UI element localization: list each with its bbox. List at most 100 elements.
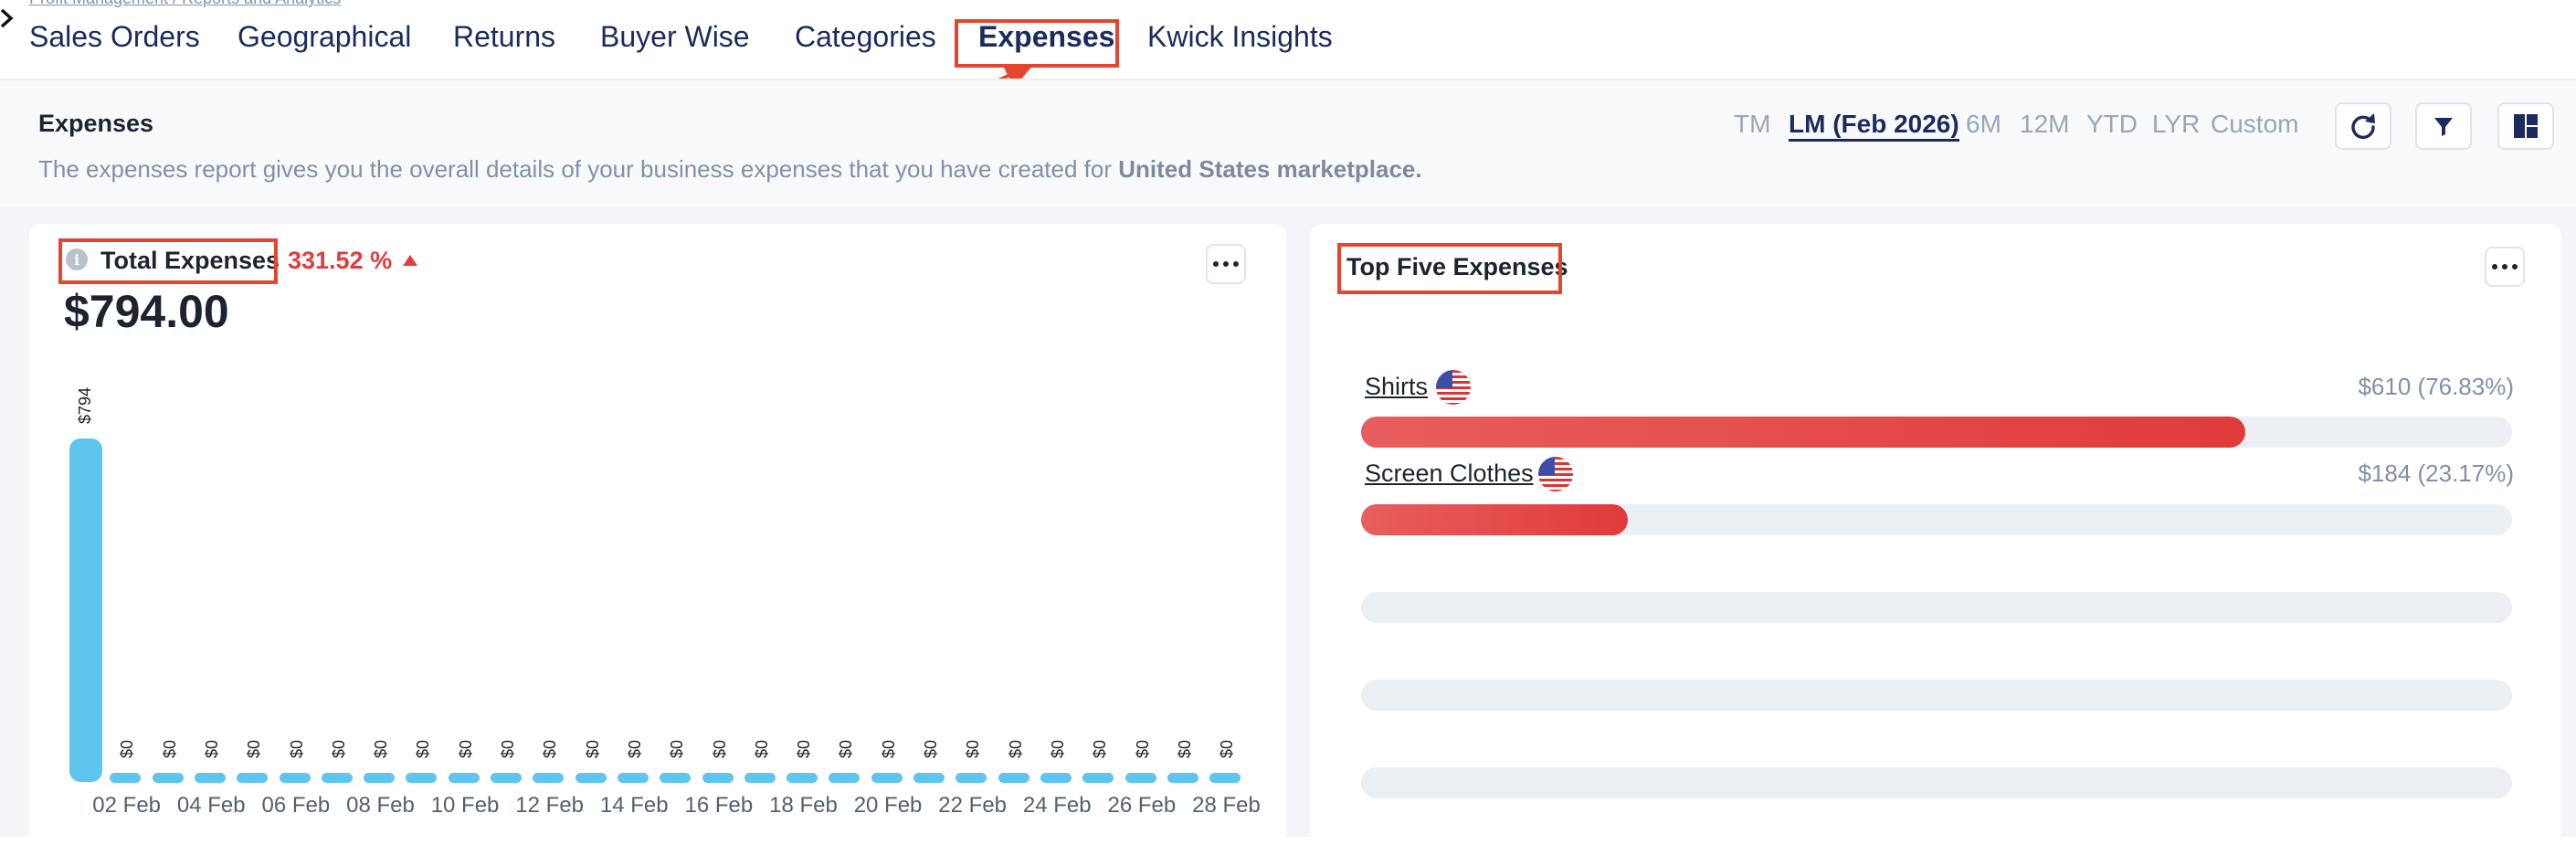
- breadcrumb[interactable]: Profit Management / Reports and Analytic…: [29, 0, 341, 8]
- chart-bar[interactable]: [871, 773, 903, 783]
- chart-bar[interactable]: [1167, 773, 1198, 783]
- chart-bar[interactable]: [617, 773, 649, 783]
- chart-bar[interactable]: [194, 773, 226, 783]
- expense-name-shirts[interactable]: Shirts: [1365, 373, 1429, 400]
- refresh-icon: [2351, 113, 2375, 139]
- chart-bar[interactable]: [448, 773, 480, 783]
- range-12m[interactable]: 12M: [2020, 110, 2070, 138]
- chart-bar[interactable]: [955, 773, 987, 783]
- chart-bar[interactable]: [913, 773, 945, 783]
- chart-bar[interactable]: [110, 773, 142, 783]
- trend-up-icon: [403, 255, 417, 266]
- range-lyr[interactable]: LYR: [2152, 110, 2201, 138]
- chart-bar[interactable]: [1124, 773, 1156, 783]
- x-axis-tick: 22 Feb: [938, 793, 1008, 818]
- chart-data-label: $0: [287, 739, 306, 758]
- tab-returns[interactable]: Returns: [453, 20, 556, 53]
- annotation-box-expenses-tab: [955, 19, 1119, 68]
- range-6m[interactable]: 6M: [1966, 110, 2001, 138]
- chart-data-label: $0: [583, 739, 602, 758]
- expense-bar-fill: [1361, 417, 2246, 448]
- range-ytd[interactable]: YTD: [2086, 110, 2138, 138]
- chart-bar[interactable]: [279, 773, 311, 783]
- filter-button[interactable]: [2415, 102, 2472, 150]
- expand-chevron-icon[interactable]: [0, 5, 16, 31]
- tab-sales-orders[interactable]: Sales Orders: [29, 20, 200, 53]
- chart-data-label: $0: [879, 739, 898, 758]
- chart-data-label: $0: [1091, 739, 1110, 758]
- refresh-button[interactable]: [2335, 102, 2391, 150]
- chart-data-label: $0: [245, 739, 264, 758]
- chart-bar[interactable]: [364, 773, 396, 783]
- total-card-more-button[interactable]: [1206, 244, 1246, 284]
- tabs-divider: [0, 79, 2576, 80]
- x-axis-tick: 06 Feb: [261, 793, 331, 818]
- chart-data-label: $0: [456, 739, 475, 758]
- chart-data-label: $0: [329, 739, 348, 758]
- x-axis-tick: 10 Feb: [430, 793, 500, 818]
- top-five-more-button[interactable]: [2485, 247, 2525, 287]
- x-axis-tick: 26 Feb: [1107, 793, 1177, 818]
- total-expenses-value: $794.00: [64, 286, 229, 337]
- chart-data-label: $0: [414, 739, 433, 758]
- chart-bar[interactable]: [1209, 773, 1241, 783]
- x-axis-tick: 24 Feb: [1022, 793, 1092, 818]
- change-percent: 331.52 %: [288, 247, 393, 274]
- tab-buyer-wise[interactable]: Buyer Wise: [600, 20, 750, 53]
- chart-bar[interactable]: [491, 773, 522, 783]
- x-axis-tick: 28 Feb: [1192, 793, 1261, 818]
- chart-data-label: $0: [1006, 739, 1025, 758]
- expense-name-screen-clothes[interactable]: Screen Clothes: [1365, 459, 1534, 487]
- range-custom[interactable]: Custom: [2211, 110, 2299, 138]
- chart-bar[interactable]: [1040, 773, 1072, 783]
- top-five-title: Top Five Expenses: [1346, 253, 1568, 280]
- empty-expense-slot: [1361, 680, 2512, 711]
- report-header: [0, 80, 2576, 208]
- chart-data-label: $0: [964, 739, 983, 758]
- total-expenses-title: Total Expenses: [100, 247, 280, 274]
- us-flag-icon: [1436, 370, 1471, 405]
- chart-bar[interactable]: [998, 773, 1029, 783]
- tab-geographical[interactable]: Geographical: [238, 20, 412, 53]
- range-tm[interactable]: TM: [1734, 110, 1771, 138]
- chart-bar[interactable]: [575, 773, 607, 783]
- chart-bar[interactable]: [829, 773, 860, 783]
- expense-bar-track: [1361, 417, 2512, 448]
- chart-bar[interactable]: [787, 773, 818, 783]
- chart-bar[interactable]: [321, 773, 353, 783]
- chart-data-label: $0: [837, 739, 856, 758]
- range-lm[interactable]: LM (Feb 2026): [1789, 110, 1959, 142]
- chart-data-label: $0: [668, 739, 687, 758]
- chart-bar[interactable]: [406, 773, 438, 783]
- chart-data-label: $0: [710, 739, 729, 758]
- info-icon[interactable]: i: [66, 248, 88, 270]
- chart-data-label: $0: [202, 739, 221, 758]
- chart-data-label: $0: [499, 739, 517, 758]
- x-axis-tick: 02 Feb: [92, 793, 162, 818]
- chart-bar[interactable]: [702, 773, 734, 783]
- chart-bar[interactable]: [152, 773, 184, 783]
- chart-bar[interactable]: [237, 773, 269, 783]
- us-flag-icon: [1538, 457, 1573, 491]
- chart-data-label: $0: [1218, 739, 1237, 758]
- x-axis-tick: 08 Feb: [346, 793, 415, 818]
- filter-icon: [2434, 118, 2453, 136]
- layout-button[interactable]: [2497, 102, 2554, 150]
- chart-data-label: $0: [625, 739, 644, 758]
- tab-kwick-insights[interactable]: Kwick Insights: [1147, 20, 1333, 53]
- chart-data-label: $0: [160, 739, 179, 758]
- x-axis-tick: 20 Feb: [853, 793, 923, 818]
- layout-icon: [2514, 114, 2538, 138]
- chart-bar[interactable]: [744, 773, 776, 783]
- chart-data-label: $794: [76, 386, 94, 424]
- chart-bar[interactable]: [69, 438, 102, 782]
- report-tabs: Sales Orders Geographical Returns Buyer …: [0, 0, 2576, 80]
- chart-bar[interactable]: [660, 773, 692, 783]
- tab-categories[interactable]: Categories: [795, 20, 936, 53]
- chart-data-label: $0: [118, 739, 137, 758]
- chart-bar[interactable]: [533, 773, 565, 783]
- chart-bar[interactable]: [1082, 773, 1114, 783]
- tab-expenses[interactable]: Expenses: [978, 20, 1115, 53]
- expense-value-screen-clothes: $184 (23.17%): [2358, 459, 2514, 487]
- empty-expense-slot: [1361, 767, 2512, 798]
